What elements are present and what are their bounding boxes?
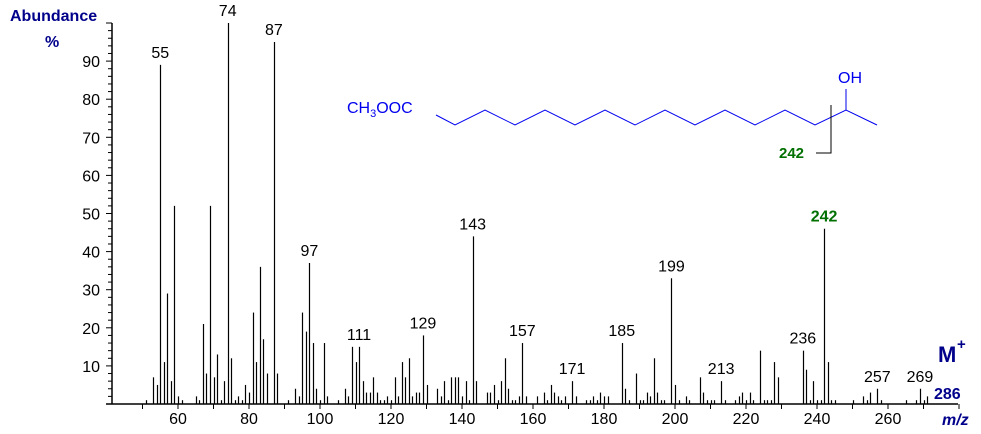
cleavage-bracket xyxy=(816,105,832,154)
x-tick-label: 80 xyxy=(240,411,258,428)
x-tick-label: 120 xyxy=(378,411,405,428)
x-axis-title: m/z xyxy=(942,412,969,429)
peak-label: 213 xyxy=(708,361,735,378)
y-tick-label: 90 xyxy=(82,54,100,71)
peak-label: 74 xyxy=(219,3,237,20)
peak-label: 199 xyxy=(658,258,685,275)
x-tick-label: 100 xyxy=(307,411,334,428)
peak-label: 129 xyxy=(410,315,437,332)
y-tick-label: 20 xyxy=(82,321,100,338)
peak-label: 157 xyxy=(509,323,536,340)
molecular-ion-superscript: + xyxy=(957,336,966,353)
y-axis-title: Abundance xyxy=(10,8,97,25)
peak-labels: 55 74 87 97 111 129 143 157 171 185 199 213 236 242 25… xyxy=(151,3,933,386)
y-tick-label: 30 xyxy=(82,283,100,300)
structure-ester-group: CH3OOC xyxy=(347,100,413,120)
peak-label: 111 xyxy=(347,327,371,344)
molecular-ion-mz: 286 xyxy=(934,386,961,403)
y-tick-label: 70 xyxy=(82,130,100,147)
peak-label: 171 xyxy=(559,361,586,378)
peak-label: 185 xyxy=(608,323,635,340)
peak-label: 97 xyxy=(300,243,318,260)
cleavage-fragment-label: 242 xyxy=(779,145,804,162)
peak-label: 87 xyxy=(265,22,283,39)
peak-label: 236 xyxy=(789,331,816,348)
x-tick-label: 160 xyxy=(520,411,547,428)
x-tick-label: 220 xyxy=(733,411,760,428)
y-tick-label: 50 xyxy=(82,207,100,224)
y-axis-unit: % xyxy=(45,34,59,51)
x-tick-label: 200 xyxy=(662,411,689,428)
y-tick-label: 80 xyxy=(82,92,100,109)
peak-label: 55 xyxy=(151,45,169,62)
structure-hydroxyl-label: OH xyxy=(838,70,862,87)
chemical-structure: CH3OOC OH 242 xyxy=(347,70,878,162)
peak-label: 269 xyxy=(907,369,934,386)
y-tick-label: 60 xyxy=(82,168,100,185)
y-tick-label: 40 xyxy=(82,245,100,262)
x-tick-label: 60 xyxy=(169,411,187,428)
peak-label: 242 xyxy=(811,209,838,226)
x-tick-label: 180 xyxy=(591,411,618,428)
x-tick-label: 240 xyxy=(804,411,831,428)
axes: 10 20 30 40 50 60 70 80 90 60 80 100 120 140 160 180 200… xyxy=(82,22,960,428)
peak-label: 143 xyxy=(459,216,486,233)
structure-carbon-chain xyxy=(435,109,878,126)
y-tick-label: 10 xyxy=(82,359,100,376)
x-tick-label: 140 xyxy=(449,411,476,428)
x-tick-label: 260 xyxy=(875,411,902,428)
peak-bars xyxy=(145,23,929,404)
molecular-ion-label: M xyxy=(938,342,956,367)
peak-label: 257 xyxy=(864,369,891,386)
